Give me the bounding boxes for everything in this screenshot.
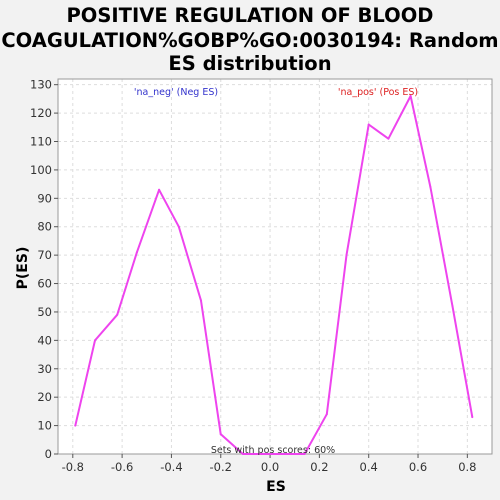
x-tick-label-7: 0.6 — [409, 460, 427, 474]
data-point-4 — [158, 188, 161, 191]
y-tick-label-3: 30 — [37, 362, 52, 376]
data-point-1 — [93, 339, 96, 342]
data-point-13 — [345, 254, 348, 257]
data-point-14 — [367, 123, 370, 126]
x-tick-label-8: 0.8 — [458, 460, 476, 474]
annotation-pos-es: 'na_pos' (Pos ES) — [338, 87, 418, 98]
data-point-10 — [283, 453, 286, 455]
data-point-15 — [387, 137, 390, 140]
axes: -0.8 -0.6 -0.4 -0.2 0.0 0.2 0.4 0.6 0.8 0 10 20 30 40… — [30, 78, 493, 474]
y-tick-label-10: 100 — [30, 163, 52, 177]
y-tick-label-9: 90 — [37, 191, 52, 205]
annotation-pos-scores: Sets with pos scores: 60% — [211, 445, 335, 456]
data-point-6 — [200, 299, 203, 302]
data-point-7 — [219, 433, 222, 436]
y-tick-label-7: 70 — [37, 248, 52, 262]
y-tick-label-13: 130 — [30, 78, 52, 92]
y-tick-label-12: 120 — [30, 106, 52, 120]
y-tick-label-6: 60 — [37, 277, 52, 291]
data-point-12 — [325, 413, 328, 416]
data-point-8 — [241, 453, 244, 455]
data-point-11 — [303, 453, 306, 455]
x-tick-label-0: -0.8 — [62, 460, 84, 474]
y-axis-label: P(ES) — [15, 247, 31, 290]
data-point-16 — [409, 95, 412, 98]
data-point-19 — [471, 416, 474, 419]
x-tick-label-4: 0.0 — [261, 460, 279, 474]
data-point-17 — [429, 185, 432, 188]
data-point-3 — [135, 251, 138, 254]
y-tick-label-4: 40 — [37, 333, 52, 347]
y-tick-label-1: 10 — [37, 419, 52, 433]
x-tick-label-6: 0.4 — [360, 460, 378, 474]
y-tick-label-8: 80 — [37, 220, 52, 234]
annotation-neg-es: 'na_neg' (Neg ES) — [134, 87, 218, 98]
series-group — [74, 95, 474, 455]
x-tick-label-5: 0.2 — [310, 460, 328, 474]
plot-area — [58, 79, 492, 454]
chart-title-line-1: POSITIVE REGULATION OF BLOOD — [66, 4, 434, 27]
data-point-18 — [451, 305, 454, 308]
y-tick-label-2: 20 — [37, 390, 52, 404]
chart-title-line-3: ES distribution — [168, 52, 332, 75]
x-tick-label-3: -0.2 — [210, 460, 232, 474]
data-point-5 — [177, 225, 180, 228]
y-tick-label-5: 50 — [37, 305, 52, 319]
y-tick-label-0: 0 — [45, 447, 52, 461]
x-axis-label: ES — [266, 479, 286, 495]
y-tick-label-11: 110 — [30, 135, 52, 149]
x-tick-label-1: -0.6 — [111, 460, 133, 474]
data-point-0 — [74, 424, 77, 427]
chart-title-line-2: COAGULATION%GOBP%GO:0030194: Random — [1, 29, 499, 52]
series-line-0 — [74, 95, 474, 455]
data-point-9 — [261, 453, 264, 455]
x-tick-label-2: -0.4 — [160, 460, 182, 474]
data-point-2 — [116, 313, 119, 316]
